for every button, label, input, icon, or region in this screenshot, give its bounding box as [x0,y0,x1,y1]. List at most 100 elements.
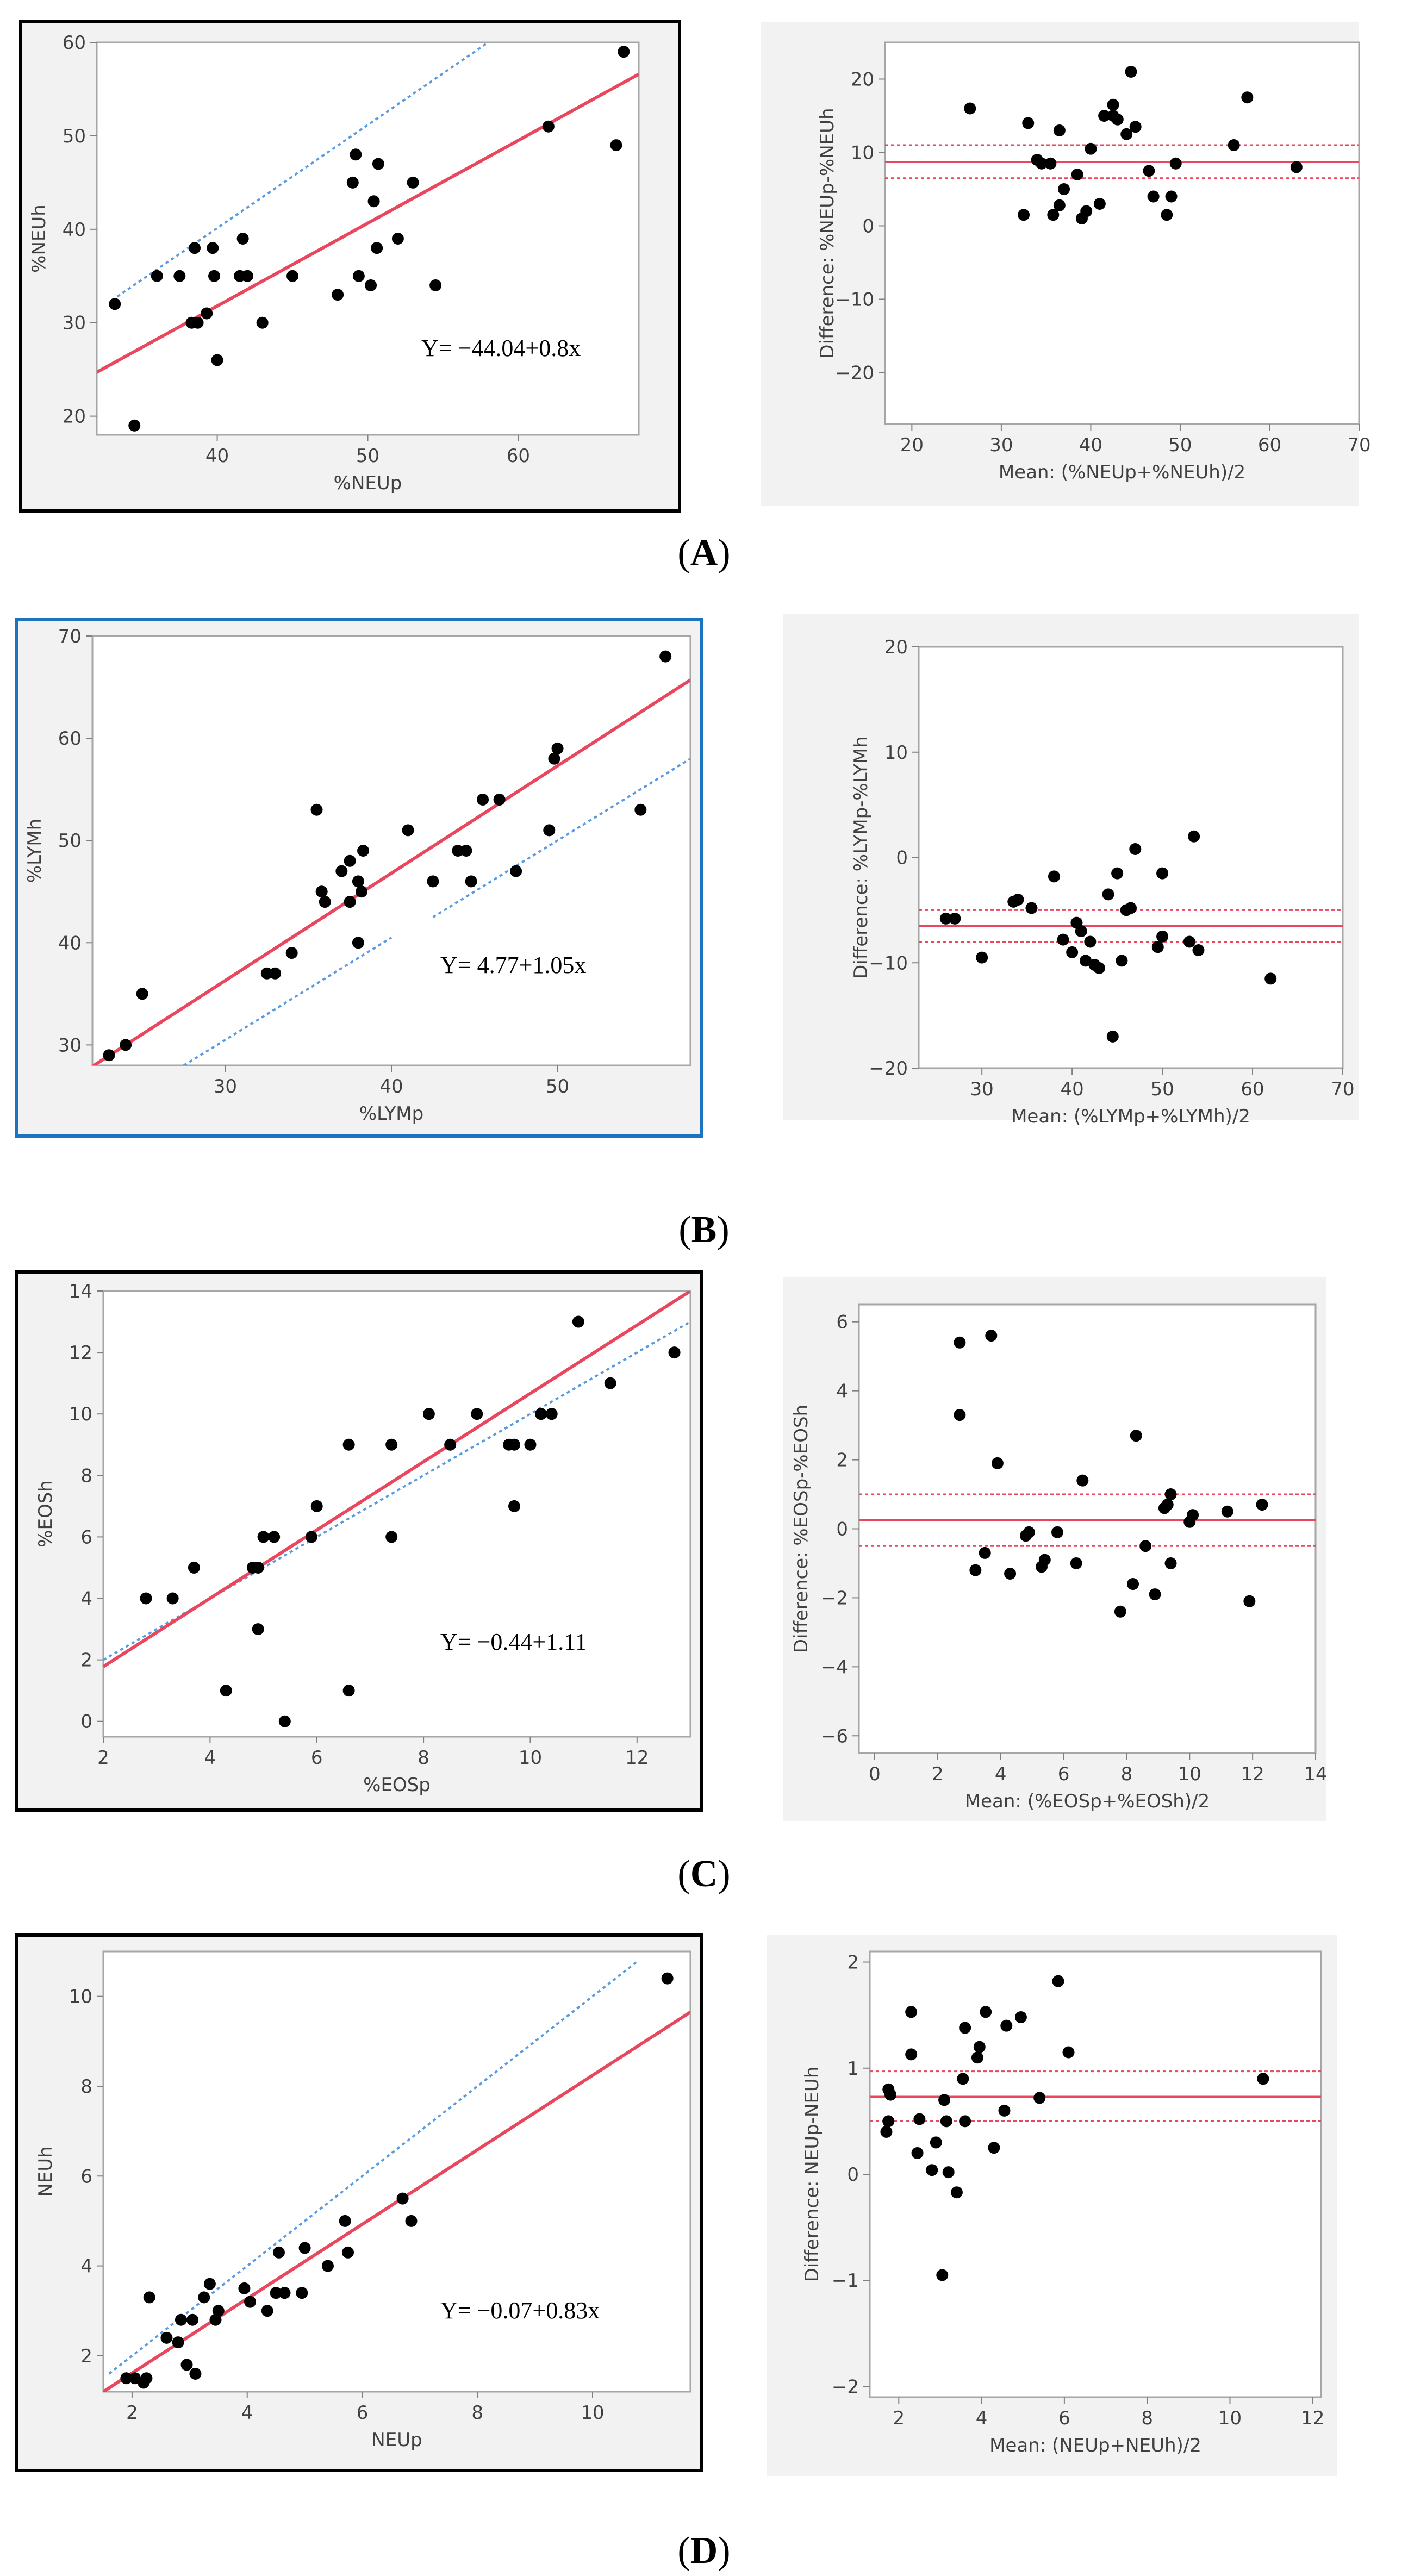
data-point [942,2166,955,2179]
x-tick-label: 40 [205,445,229,467]
y-tick-label: 70 [58,626,82,647]
y-tick-label: 8 [80,2076,92,2098]
plot-content [885,66,1359,224]
x-tick-label: 10 [581,2402,604,2424]
data-point [209,2313,222,2326]
chart-A-scatter: 40 50 60 20 30 40 50 60 %NEUp %NEUh Y= −44.04+0.8x [19,20,681,513]
data-point [278,1715,291,1727]
data-point [1071,169,1083,180]
data-point [1130,1430,1142,1442]
data-point [973,2041,986,2053]
regression-equation: Y= −44.04+0.8x [421,335,581,361]
data-point [1107,98,1119,111]
x-tick-label: 8 [1121,1763,1133,1785]
y-axis-label: %EOSh [35,1480,57,1548]
y-tick-label: 4 [80,2256,92,2278]
data-point [385,1438,398,1451]
x-tick-label: 10 [519,1747,542,1769]
x-tick-label: 30 [214,1076,237,1097]
y-axis-label: Difference: NEUp-NEUh [801,2067,823,2282]
data-point [954,1409,966,1421]
x-tick-label: 30 [970,1078,994,1100]
data-point [460,845,472,857]
data-point [535,1408,547,1420]
data-point [1014,2011,1027,2024]
data-point [905,2006,918,2018]
data-point [936,2269,949,2281]
x-axis-label: Mean: (%NEUp+%NEUh)/2 [999,461,1245,483]
data-point [427,875,439,888]
x-tick-label: 10 [1218,2407,1242,2429]
x-tick-label: 6 [1058,1763,1070,1785]
plot-content [103,1959,690,2392]
y-tick-label: −1 [832,2270,859,2292]
data-point [1023,1526,1035,1538]
data-point [477,793,489,806]
data-point [545,1408,558,1420]
data-point [1106,1030,1119,1043]
data-point [310,1500,323,1512]
data-point [1257,2073,1269,2085]
data-point [103,1049,115,1062]
data-point [1038,1554,1051,1566]
data-point [352,270,365,282]
data-point [508,1438,520,1451]
y-tick-label: 0 [80,1711,92,1733]
y-tick-label: −4 [821,1656,848,1678]
data-point [332,289,344,301]
data-point [269,967,282,980]
data-point [1012,894,1024,906]
data-point [371,242,383,254]
data-point [452,845,464,857]
data-point [391,233,404,245]
data-point [321,2260,334,2272]
data-point [1052,1975,1064,1987]
y-tick-label: 60 [58,728,82,750]
data-point [175,2313,187,2326]
data-point [524,1438,537,1451]
data-point [959,2022,971,2034]
plot-content [92,650,690,1065]
data-point [1143,165,1155,177]
data-point [1018,209,1030,221]
data-point [342,1685,355,1697]
data-point [189,2367,202,2380]
data-point [151,270,163,282]
x-tick-label: 2 [932,1763,944,1785]
data-point [429,279,442,291]
x-axis-label: Mean: (%LYMp+%LYMh)/2 [1011,1106,1250,1127]
y-tick-label: 4 [836,1381,848,1402]
y-tick-label: 20 [851,69,874,91]
x-tick-label: 70 [1331,1078,1354,1100]
x-tick-label: 8 [1141,2407,1153,2429]
data-point [407,176,419,189]
data-point [998,2104,1011,2117]
data-point [510,865,522,877]
data-point [954,1336,966,1349]
data-point [285,947,298,959]
data-point [661,1972,674,1985]
data-point [172,2336,184,2349]
data-point [980,2006,992,2018]
data-point [256,316,269,329]
data-point [911,2147,924,2159]
data-point [1000,2019,1013,2032]
data-point [346,176,359,189]
data-point [252,1623,264,1636]
data-point [372,158,384,170]
data-point [1129,121,1142,133]
data-point [1156,867,1169,880]
data-point [257,1531,270,1543]
data-point [913,2113,926,2125]
data-point [342,2246,354,2259]
data-point [186,2313,199,2326]
data-point [1243,1595,1256,1607]
x-tick-label: 50 [1168,434,1192,456]
x-tick-label: 50 [546,1076,569,1097]
x-tick-label: 0 [869,1763,881,1785]
plot-area [869,1950,1322,2398]
panel-label-a: (A) [677,532,730,574]
chart-B-scatter: 30 40 50 30 40 50 60 70 %LYMp %LYMh Y= 4.77+1.05x [15,618,703,1138]
